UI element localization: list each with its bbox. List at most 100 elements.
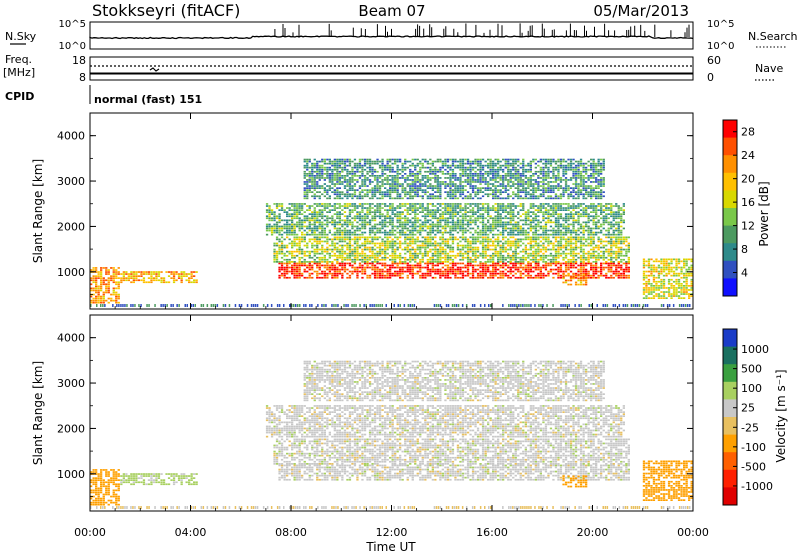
power-cell [555,261,557,263]
power-cell [412,255,414,257]
power-cell [349,181,351,183]
power-cell [550,265,552,267]
power-cell [485,265,487,267]
power-cell [502,245,504,247]
power-cell [577,215,579,217]
power-cell [520,259,522,261]
power-cell [381,203,383,205]
power-cell [309,239,311,241]
power-cell [419,269,421,271]
power-cell [414,177,416,179]
power-cell [336,239,338,241]
power-cell [339,232,341,234]
power-cell [565,230,567,232]
power-cell [387,191,389,193]
power-cell [153,271,155,273]
power-cell [361,217,363,219]
power-cell [273,203,275,205]
power-cell [419,228,421,230]
power-cell [567,249,569,251]
power-cell [532,213,534,215]
power-cell [326,261,328,263]
power-cell [384,249,386,251]
power-cell [266,209,268,211]
power-cell [309,267,311,269]
power-cell [517,261,519,263]
power-cell [485,239,487,241]
power-cell [598,257,600,259]
power-cell [319,175,321,177]
power-cell [309,253,311,255]
power-cell [387,159,389,161]
power-cell [364,179,366,181]
power-cell [326,222,328,224]
power-cell [603,247,605,249]
power-cell [402,203,404,205]
power-cell [276,205,278,207]
power-cell [615,237,617,239]
power-cell [103,298,105,300]
power-cell [384,277,386,279]
power-cell [552,273,554,275]
power-cell [374,255,376,257]
power-cell [542,211,544,213]
power-cell [389,205,391,207]
power-cell [417,241,419,243]
power-cell [593,249,595,251]
power-cell [449,159,451,161]
power-cell [359,271,361,273]
power-cell [485,251,487,253]
power-cell [306,215,308,217]
power-cell [301,249,303,251]
power-cell [434,177,436,179]
power-cell [98,298,100,300]
power-cell [284,255,286,257]
power-cell [615,245,617,247]
power-cell [522,234,524,236]
power-cell [565,234,567,236]
cpid-mode: normal (fast) 151 [94,93,202,106]
power-cell [432,195,434,197]
power-cell [351,171,353,173]
power-cell [432,245,434,247]
power-cell [311,228,313,230]
power-cell [615,213,617,215]
power-cell [472,265,474,267]
power-cell [349,222,351,224]
power-cell [394,161,396,163]
power-cell [560,249,562,251]
power-cell [572,232,574,234]
power-cell [276,217,278,219]
power-cell [387,169,389,171]
power-cell [422,230,424,232]
power-cell [419,253,421,255]
power-cell [349,224,351,226]
power-cell [110,275,112,277]
power-cell [515,259,517,261]
power-cell [387,179,389,181]
power-cell [273,211,275,213]
power-cell [557,271,559,273]
power-cell [319,179,321,181]
power-cell [439,224,441,226]
power-cell [454,269,456,271]
power-cell [371,263,373,265]
power-cell [535,220,537,222]
power-cell [442,261,444,263]
power-cell [143,277,145,279]
power-cell [407,234,409,236]
power-cell [552,222,554,224]
power-cell [454,193,456,195]
power-cell [289,271,291,273]
power-cell [620,251,622,253]
power-cell [341,273,343,275]
power-cell [404,249,406,251]
power-cell [605,213,607,215]
power-cell [613,273,615,275]
power-cell [291,228,293,230]
power-cell [346,230,348,232]
power-cell [454,183,456,185]
power-cell [575,261,577,263]
power-cell [321,230,323,232]
power-cell [583,245,585,247]
